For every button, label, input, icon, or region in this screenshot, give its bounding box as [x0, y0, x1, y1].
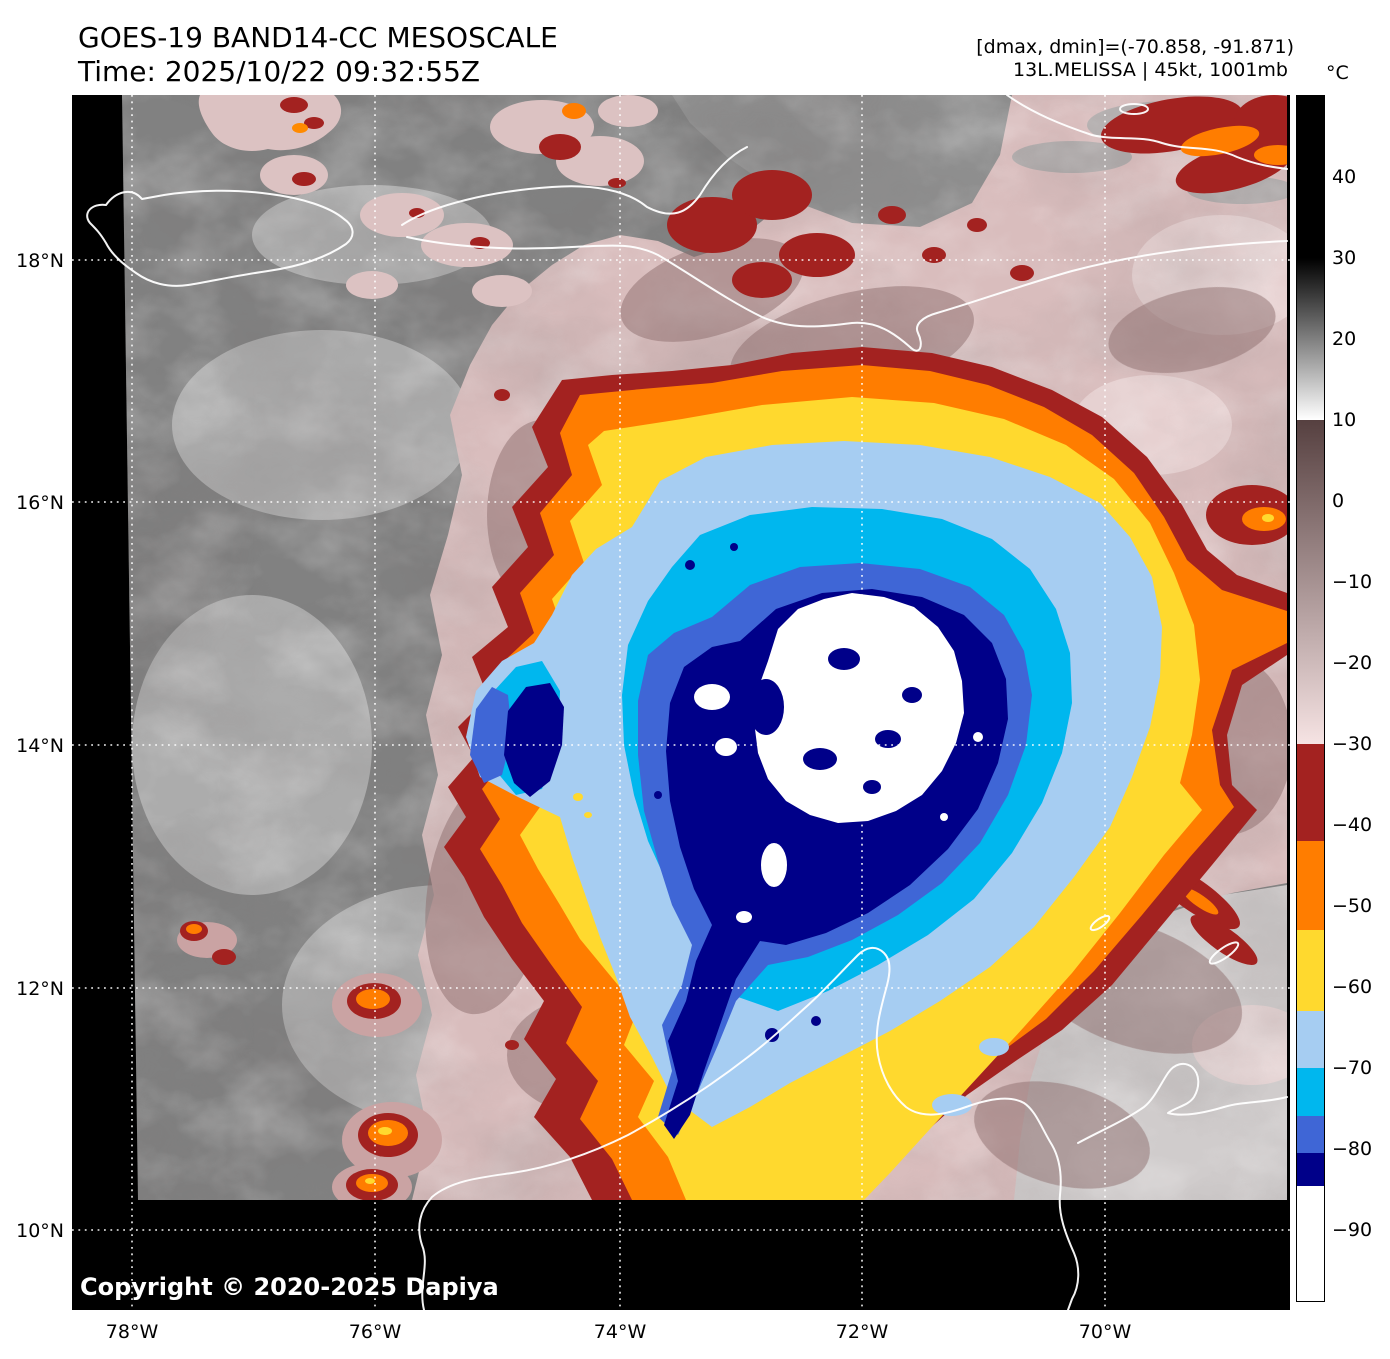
- figure-time: Time: 2025/10/22 09:32:55Z: [78, 55, 481, 88]
- colorbar-tick-40: 40: [1332, 166, 1357, 188]
- pink-convection-patches-northwest: [198, 95, 658, 307]
- colorbar-tick-m80: −80: [1332, 1138, 1373, 1160]
- temperature-colorbar: [1296, 95, 1325, 1302]
- colorbar-seg-royal-blue: [1297, 1116, 1324, 1153]
- warm-red-spots: [280, 97, 626, 249]
- colorbar-tick-10: 10: [1332, 409, 1357, 431]
- colorbar-seg-orange: [1297, 841, 1324, 930]
- colorbar-tick-m40: −40: [1332, 814, 1373, 836]
- colorbar-seg-white: [1297, 1186, 1324, 1301]
- lon-label-72w: 72°W: [835, 1321, 889, 1343]
- lat-label-14n: 14°N: [16, 735, 64, 757]
- lon-label-70w: 70°W: [1078, 1321, 1132, 1343]
- colorbar-tick-m50: −50: [1332, 895, 1373, 917]
- coastline-hispaniola-south: [406, 236, 1288, 352]
- lon-label-76w: 76°W: [348, 1321, 402, 1343]
- colorbar-seg-brown-pink: [1297, 420, 1324, 744]
- colorbar-tick-m70: −70: [1332, 1057, 1373, 1079]
- colorbar-tick-30: 30: [1332, 247, 1357, 269]
- navy-west-spot: [504, 683, 564, 797]
- white-core-satellites: [694, 684, 983, 923]
- satellite-map-canvas: [72, 94, 1290, 1311]
- figure-title: GOES-19 BAND14-CC MESOSCALE: [78, 21, 558, 54]
- colorbar-tick-20: 20: [1332, 328, 1357, 350]
- colorbar-unit-label: °C: [1326, 62, 1349, 84]
- colorbar-seg-dark-red: [1297, 744, 1324, 841]
- lat-label-18n: 18°N: [16, 250, 64, 272]
- coastline-jamaica: [86, 189, 354, 287]
- colorbar-seg-yellow: [1297, 930, 1324, 1011]
- satellite-map-frame: Copyright © 2020-2025 Dapiya: [72, 94, 1290, 1311]
- copyright-label: Copyright © 2020-2025 Dapiya: [80, 1273, 499, 1301]
- colorbar-tick-0: 0: [1332, 490, 1345, 512]
- yellow-specks-in-eyewall: [573, 793, 592, 818]
- colorbar-seg-cyan: [1297, 1068, 1324, 1116]
- colorbar-seg-grayscale: [1297, 258, 1324, 420]
- colorbar-tick-m90: −90: [1332, 1219, 1373, 1241]
- colorbar-seg-black: [1297, 96, 1324, 258]
- warm-orange-spot: [562, 103, 586, 119]
- coastline-curacao: [1208, 941, 1240, 965]
- colorbar-tick-m20: −20: [1332, 652, 1373, 674]
- colorbar-tick-m30: −30: [1332, 733, 1373, 755]
- colorbar-tick-m60: −60: [1332, 976, 1373, 998]
- storm-info-label: 13L.MELISSA | 45kt, 1001mb: [1013, 59, 1288, 81]
- coastline-haiti-north: [401, 146, 748, 226]
- coastline-venezuela: [1077, 1062, 1288, 1144]
- light-blue-outliers: [746, 1038, 1009, 1116]
- coastline-aruba: [1089, 914, 1111, 932]
- navy-holes-in-core: [748, 648, 922, 794]
- royal-west-fringe: [470, 687, 512, 783]
- lat-label-16n: 16°N: [16, 492, 64, 514]
- colorbar-seg-navy: [1297, 1153, 1324, 1186]
- convection-cluster-southwest: [177, 921, 442, 1200]
- colorbar-seg-light-blue: [1297, 1011, 1324, 1068]
- colorbar-tick-m10: −10: [1332, 571, 1373, 593]
- warm-orange-spot: [292, 123, 308, 133]
- coastlines: [86, 94, 1288, 1311]
- lat-label-12n: 12°N: [16, 978, 64, 1000]
- graticule-gridlines: [72, 95, 1290, 1310]
- lon-label-78w: 78°W: [105, 1321, 159, 1343]
- coastline-south-america: [418, 947, 1080, 1311]
- yellow-speck: [1262, 514, 1274, 522]
- coastline-island-small: [1119, 103, 1149, 115]
- navy-speckles: [654, 543, 821, 1042]
- dmax-dmin-label: [dmax, dmin]=(-70.858, -91.871): [976, 36, 1294, 58]
- lon-label-74w: 74°W: [593, 1321, 647, 1343]
- coastline-cuba: [1006, 94, 1288, 170]
- satellite-data-region: [122, 95, 1287, 1200]
- lat-label-10n: 10°N: [16, 1220, 64, 1242]
